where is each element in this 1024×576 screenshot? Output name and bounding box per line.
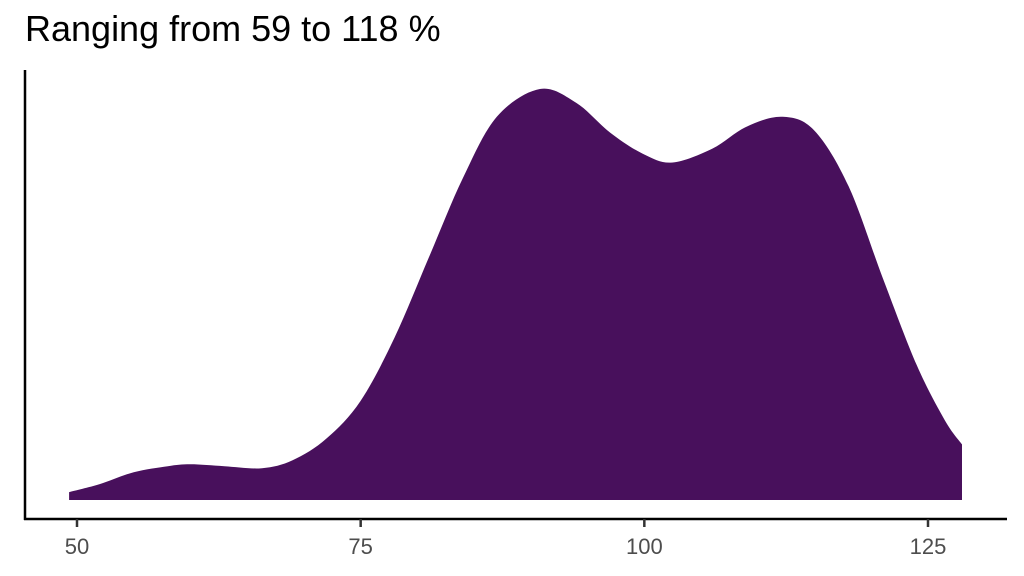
chart-title: Ranging from 59 to 118 % — [25, 8, 441, 49]
x-tick-label: 75 — [348, 534, 372, 559]
x-axis-ticks: 50 75 100 125 — [65, 519, 947, 559]
x-tick-label: 125 — [910, 534, 947, 559]
x-tick-label: 100 — [626, 534, 663, 559]
x-tick-label: 50 — [65, 534, 89, 559]
density-area — [69, 88, 963, 500]
